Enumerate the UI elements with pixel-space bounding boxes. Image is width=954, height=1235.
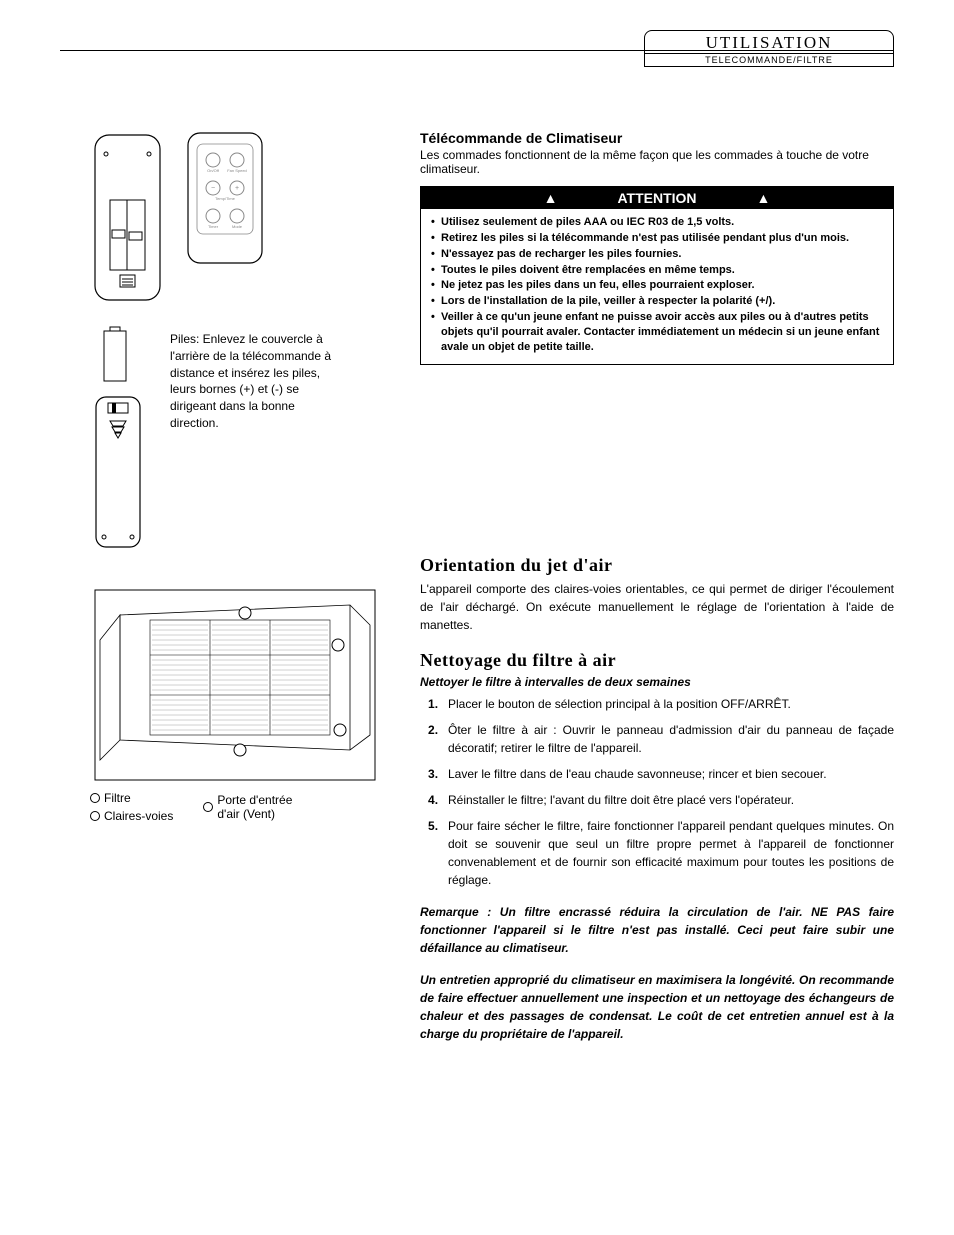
cleaning-step: Ôter le filtre à air : Ouvrir le panneau… xyxy=(428,721,894,757)
battery-figure-row: Piles: Enlevez le couvercle à l'arrière … xyxy=(90,325,390,555)
cleaning-section: Nettoyage du filtre à air Nettoyer le fi… xyxy=(420,650,894,1043)
orientation-heading: Orientation du jet d'air xyxy=(420,555,894,576)
page-content: On/Off Fan Speed − + Temp/Time Timer Mod… xyxy=(90,130,894,1195)
attention-item: Veiller à ce qu'un jeune enfant ne puiss… xyxy=(431,310,883,355)
svg-text:Mode: Mode xyxy=(232,224,243,229)
legend-filter: Filtre xyxy=(90,791,173,805)
svg-text:+: + xyxy=(235,185,239,192)
svg-text:Fan Speed: Fan Speed xyxy=(227,168,247,173)
remote-front-figure: On/Off Fan Speed − + Temp/Time Timer Mod… xyxy=(185,130,265,270)
orientation-section: Orientation du jet d'air L'appareil comp… xyxy=(420,555,894,634)
cleaning-heading: Nettoyage du filtre à air xyxy=(420,650,894,671)
louver-legend: Filtre Claires-voies Porte d'entrée d'ai… xyxy=(90,791,390,823)
attention-body: Utilisez seulement de piles AAA ou IEC R… xyxy=(421,209,893,364)
cleaning-note-1: Remarque : Un filtre encrassé réduira la… xyxy=(420,903,894,957)
cleaning-step: Laver le filtre dans de l'eau chaude sav… xyxy=(428,765,894,783)
warning-icon: ▲ xyxy=(544,190,558,206)
remote-back-figure xyxy=(90,130,165,305)
legend-intake: Porte d'entrée d'air (Vent) xyxy=(203,791,317,823)
attention-label: ATTENTION xyxy=(617,190,696,206)
header-tab: UTILISATION TELECOMMANDE/FILTRE xyxy=(644,30,894,67)
cleaning-steps: Placer le bouton de sélection principal … xyxy=(428,695,894,889)
cleaning-subhead: Nettoyer le filtre à intervalles de deux… xyxy=(420,675,894,689)
louver-figure xyxy=(90,585,380,785)
svg-text:Temp/Time: Temp/Time xyxy=(215,196,235,201)
attention-header: ▲ ATTENTION ▲ xyxy=(421,187,893,209)
left-column: On/Off Fan Speed − + Temp/Time Timer Mod… xyxy=(90,130,390,1195)
battery-caption: Piles: Enlevez le couvercle à l'arrière … xyxy=(170,331,340,432)
legend-filter-label: Filtre xyxy=(104,791,131,805)
cleaning-step: Réinstaller le filtre; l'avant du filtre… xyxy=(428,791,894,809)
attention-item: Utilisez seulement de piles AAA ou IEC R… xyxy=(431,215,883,230)
warning-icon: ▲ xyxy=(757,190,771,206)
attention-item: Toutes le piles doivent être remplacées … xyxy=(431,263,883,278)
legend-louvers: Claires-voies xyxy=(90,809,173,823)
battery-remote-figure xyxy=(90,325,150,555)
attention-item: N'essayez pas de recharger les piles fou… xyxy=(431,247,883,262)
attention-box: ▲ ATTENTION ▲ Utilisez seulement de pile… xyxy=(420,186,894,365)
svg-text:Timer: Timer xyxy=(208,224,219,229)
orientation-text: L'appareil comporte des claires-voies or… xyxy=(420,580,894,634)
remote-figures-row: On/Off Fan Speed − + Temp/Time Timer Mod… xyxy=(90,130,390,305)
svg-text:On/Off: On/Off xyxy=(207,168,220,173)
svg-text:−: − xyxy=(211,185,215,192)
cleaning-step: Pour faire sécher le filtre, faire fonct… xyxy=(428,817,894,889)
remote-intro: Les commades fonctionnent de la même faç… xyxy=(420,148,894,176)
header-title: UTILISATION xyxy=(644,30,894,54)
attention-item: Ne jetez pas les piles dans un feu, elle… xyxy=(431,278,883,293)
cleaning-note-2: Un entretien approprié du climatiseur en… xyxy=(420,971,894,1043)
cleaning-step: Placer le bouton de sélection principal … xyxy=(428,695,894,713)
legend-louvers-label: Claires-voies xyxy=(104,809,173,823)
remote-heading: Télécommande de Climatiseur xyxy=(420,130,894,146)
attention-item: Retirez les piles si la télécommande n'e… xyxy=(431,231,883,246)
right-column: Télécommande de Climatiseur Les commades… xyxy=(420,130,894,1195)
header-subtitle: TELECOMMANDE/FILTRE xyxy=(644,54,894,67)
louver-figure-block: Filtre Claires-voies Porte d'entrée d'ai… xyxy=(90,585,390,823)
legend-intake-label: Porte d'entrée d'air (Vent) xyxy=(217,793,317,821)
attention-item: Lors de l'installation de la pile, veill… xyxy=(431,294,883,309)
